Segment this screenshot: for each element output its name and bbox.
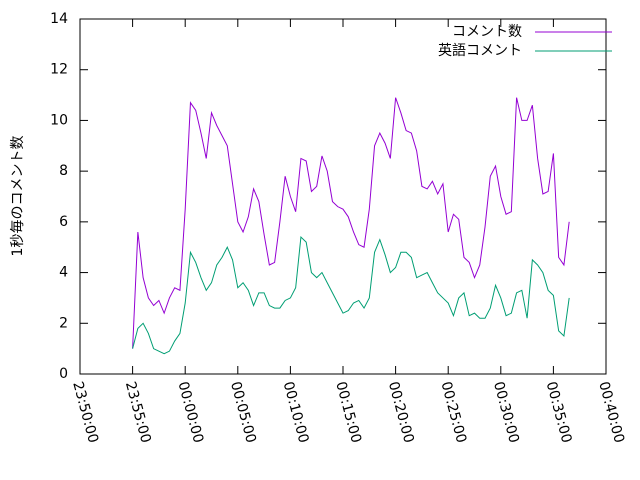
y-tick-label: 12 <box>50 62 68 78</box>
x-tick-label: 00:40:00 <box>595 380 627 445</box>
y-tick-label: 6 <box>59 214 68 230</box>
plot-frame <box>79 18 607 375</box>
x-tick-label: 00:35:00 <box>543 380 575 445</box>
legend-label: コメント数 <box>452 24 522 40</box>
x-tick-label: 00:00:00 <box>174 380 206 445</box>
y-tick-label: 4 <box>59 265 68 281</box>
y-tick-label: 8 <box>59 163 68 179</box>
x-tick-label: 00:30:00 <box>490 380 522 445</box>
x-tick-label: 23:50:00 <box>69 380 101 445</box>
x-tick-label: 00:20:00 <box>385 380 417 445</box>
x-tick-label: 00:25:00 <box>437 380 469 445</box>
y-tick-label: 10 <box>50 112 68 128</box>
x-tick-label: 00:15:00 <box>332 380 364 445</box>
y-tick-label: 2 <box>59 315 68 331</box>
x-tick-label: 23:55:00 <box>122 380 154 445</box>
y-tick-label: 0 <box>59 366 68 382</box>
y-tick-label: 14 <box>50 11 68 27</box>
series-line <box>132 235 570 355</box>
series-line <box>132 97 570 349</box>
legend-label: 英語コメント <box>438 42 522 59</box>
x-tick-label: 00:05:00 <box>227 380 259 445</box>
x-tick-label: 00:10:00 <box>280 380 312 445</box>
y-axis-label: 1秒毎のコメント数 <box>10 136 26 257</box>
